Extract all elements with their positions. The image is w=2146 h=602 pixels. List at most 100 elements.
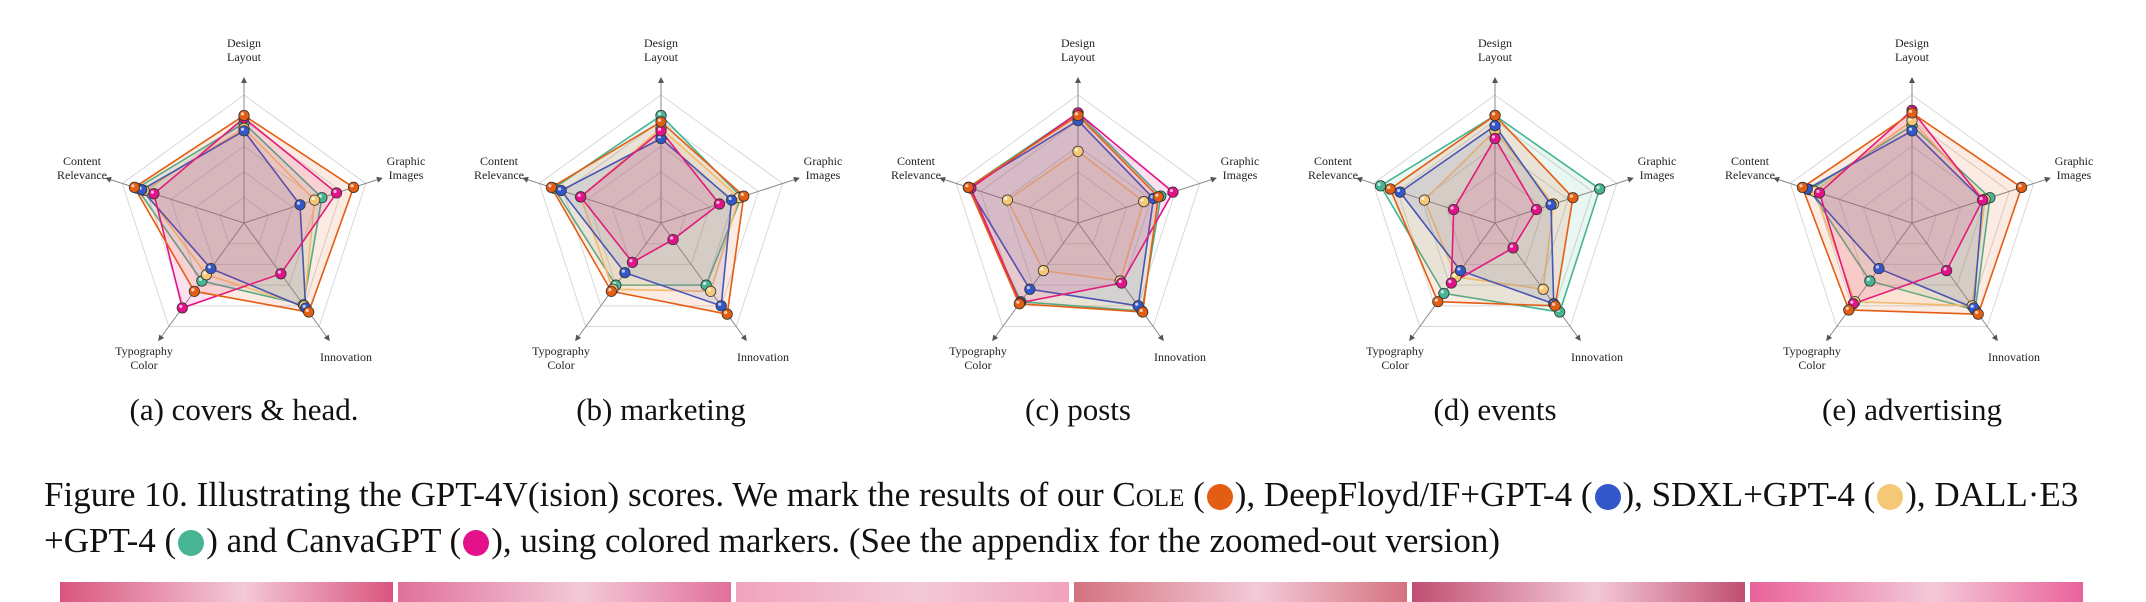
data-point-canvagpt xyxy=(1530,203,1542,216)
series-area-deepfloyd xyxy=(140,129,307,310)
axis-label: Relevance xyxy=(1308,168,1358,182)
point-highlight xyxy=(657,118,662,122)
series-area-dalle3 xyxy=(1379,114,1601,313)
point-highlight xyxy=(131,184,135,188)
caption-text-3: ), DALL·E3 +GPT-4 ( xyxy=(44,475,2079,560)
data-point-cole xyxy=(962,181,975,194)
axis-label: Typography xyxy=(532,344,590,358)
point-highlight xyxy=(716,200,720,205)
figure-caption: Figure 10. Illustrating the GPT-4V(ision… xyxy=(44,472,2104,564)
axis-label: Relevance xyxy=(57,168,107,182)
data-point-deepfloyd xyxy=(238,125,250,137)
axis-label: Design xyxy=(1895,36,1929,50)
data-point-cole xyxy=(188,285,200,297)
caption-text-5: ), using colored markers. (See the appen… xyxy=(491,521,1501,560)
axis-label: Content xyxy=(480,154,519,168)
series-area-sdxl xyxy=(1006,150,1145,282)
thumbnail-4 xyxy=(1074,582,1407,602)
point-highlight xyxy=(740,192,744,197)
point-highlight xyxy=(1452,273,1456,277)
axis-arrow xyxy=(1627,176,1634,183)
point-highlight xyxy=(707,288,711,292)
yellow-circle-icon xyxy=(1877,484,1904,510)
pink-circle-icon xyxy=(463,530,490,556)
radar-charts-panel: Design Layout Graphic Images Innovation Typog… xyxy=(57,36,2093,427)
axis-label: Design xyxy=(1061,36,1095,50)
point-highlight xyxy=(296,201,301,205)
point-highlight xyxy=(1135,302,1139,306)
point-highlight xyxy=(657,112,662,116)
axis-arrow xyxy=(658,77,664,83)
radar-grid-ring xyxy=(121,94,367,328)
axis-label: Content xyxy=(897,154,936,168)
point-highlight xyxy=(1866,277,1870,281)
point-highlight xyxy=(207,265,211,269)
radar-spoke xyxy=(1911,222,1996,339)
thumbnail-5 xyxy=(1412,582,1745,602)
axis-label: Images xyxy=(389,168,424,182)
point-highlight xyxy=(608,288,612,292)
axis-arrow xyxy=(1157,334,1164,342)
axis-arrow xyxy=(323,334,330,342)
axis-label: Color xyxy=(130,358,157,372)
data-point-dalle3 xyxy=(1594,183,1606,195)
point-highlight xyxy=(1552,302,1556,306)
data-point-canvagpt xyxy=(148,188,160,200)
axis-arrow xyxy=(1409,334,1416,342)
data-point-cole xyxy=(347,181,360,194)
data-point-cole xyxy=(2015,181,2028,194)
point-highlight xyxy=(1850,300,1854,304)
point-highlight xyxy=(1026,286,1030,290)
axis-label: Layout xyxy=(227,50,262,64)
axis-label: Color xyxy=(964,358,991,372)
axis-label: Layout xyxy=(1895,50,1930,64)
point-highlight xyxy=(305,308,309,313)
data-point-cole xyxy=(1567,192,1579,204)
axis-arrow xyxy=(1574,334,1581,342)
data-point-cole xyxy=(303,306,315,318)
radar-grid-ring xyxy=(1470,196,1520,245)
point-highlight xyxy=(311,196,315,201)
radar-spoke xyxy=(1494,178,1631,224)
axis-arrow xyxy=(241,77,247,83)
thumbnail-6 xyxy=(1750,582,2083,602)
point-highlight xyxy=(1491,122,1496,126)
radar-grid-ring xyxy=(219,196,269,245)
axis-label: Design xyxy=(1478,36,1512,50)
data-point-deepfloyd xyxy=(1545,199,1557,211)
thumbnail-3 xyxy=(736,582,1069,602)
series-area-sdxl xyxy=(1423,129,1555,291)
thumbnail-strip xyxy=(60,582,2090,602)
caption-text-2: ), SDXL+GPT-4 ( xyxy=(1622,475,1876,514)
axis-label: Relevance xyxy=(891,168,941,182)
teal-circle-icon xyxy=(178,530,205,556)
data-point-canvagpt xyxy=(1941,265,1953,277)
orange-circle-icon xyxy=(1206,484,1233,510)
axis-label: Content xyxy=(1731,154,1770,168)
axis-label: Graphic xyxy=(1638,154,1677,168)
data-point-cole xyxy=(1796,181,1809,194)
data-point-cole xyxy=(545,181,558,194)
radar-grid-ring xyxy=(563,119,759,307)
series-area-sdxl xyxy=(143,127,316,307)
radar-grid-ring xyxy=(538,94,784,328)
point-highlight xyxy=(1040,267,1044,271)
radar-grid-ring xyxy=(1862,171,1962,265)
axis-label: Color xyxy=(1381,358,1408,372)
point-highlight xyxy=(657,127,662,131)
blue-circle-icon xyxy=(1594,484,1621,510)
point-highlight xyxy=(1377,182,1381,186)
data-point-canvagpt xyxy=(330,187,343,199)
subcaption-e: (e) advertising xyxy=(1822,392,2002,427)
data-point-canvagpt xyxy=(575,191,587,203)
radar-grid-ring xyxy=(636,196,686,245)
point-highlight xyxy=(203,271,207,275)
axis-arrow xyxy=(1773,176,1780,183)
series-area-canvagpt xyxy=(1450,136,1538,285)
point-highlight xyxy=(277,270,281,274)
point-highlight xyxy=(191,288,195,292)
point-highlight xyxy=(1875,265,1879,269)
point-highlight xyxy=(558,187,562,191)
data-point-cole xyxy=(1072,109,1084,122)
radar-spoke xyxy=(1494,222,1579,339)
